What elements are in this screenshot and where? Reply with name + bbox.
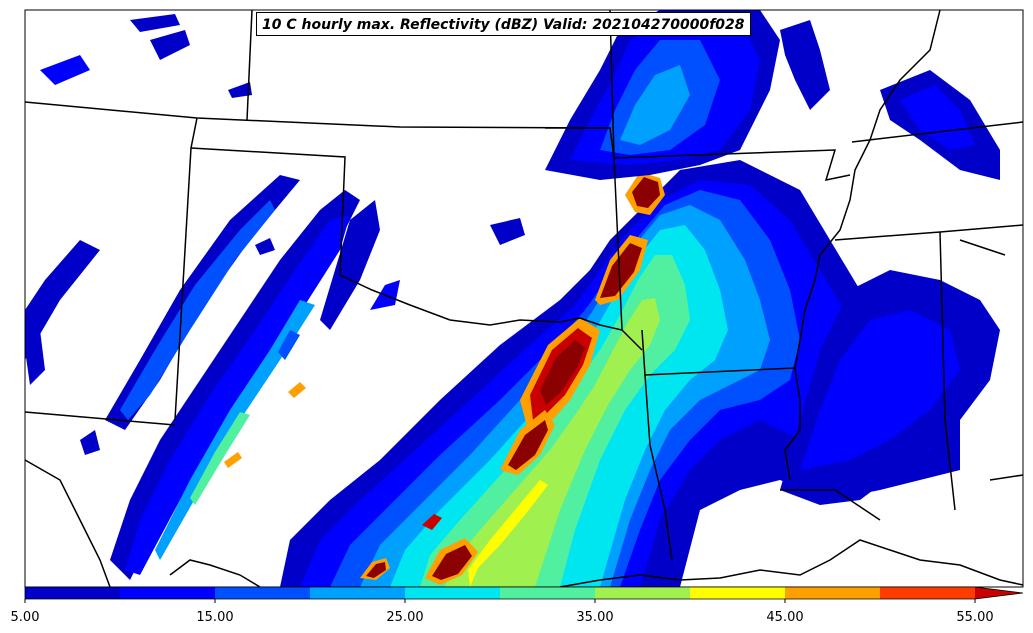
border-line <box>339 274 643 351</box>
ref-area <box>224 452 242 468</box>
intense-cells <box>360 172 665 585</box>
ref-area <box>80 430 100 455</box>
colorbar-tick-label: 25.00 <box>386 610 424 625</box>
ref-area <box>632 177 660 208</box>
border-line <box>939 231 956 511</box>
ref-area <box>288 382 306 398</box>
ref-area <box>255 238 275 255</box>
border-line <box>246 9 253 121</box>
ref-area <box>125 215 350 575</box>
border-line <box>24 411 176 426</box>
colorbar-segment <box>690 587 786 599</box>
colorbar-tick-label: 45.00 <box>766 610 804 625</box>
scattered-cells <box>25 14 525 455</box>
reflectivity-field <box>25 10 1000 587</box>
border-line <box>851 121 1024 143</box>
map-title: 10 C hourly max. Reflectivity (dBZ) Vali… <box>256 12 751 36</box>
border-line <box>190 147 346 276</box>
ref-area <box>278 330 300 360</box>
ref-area <box>150 30 190 60</box>
north-band <box>545 10 1000 180</box>
colorbar-outline <box>24 586 1024 600</box>
ref-area <box>432 545 472 580</box>
river-line <box>794 9 941 369</box>
ref-area <box>800 310 960 470</box>
colorbar-tick-label: 15.00 <box>196 610 234 625</box>
border-line <box>644 374 673 561</box>
ref-area <box>620 65 690 145</box>
colorbar-tick-label: 35.00 <box>576 610 614 625</box>
ref-area <box>600 243 642 298</box>
ref-area <box>190 412 250 505</box>
colorbar <box>24 586 1024 603</box>
colorbar-segment <box>405 587 501 599</box>
colorbar-segment <box>25 587 121 599</box>
ref-area <box>25 240 100 360</box>
colorbar-tick-label: 55.00 <box>956 610 994 625</box>
east-field <box>780 270 1000 505</box>
colorbar-extend-arrow <box>975 587 1023 599</box>
ref-area <box>540 340 585 405</box>
border-line <box>169 559 261 588</box>
border-line <box>780 489 881 521</box>
coast-line <box>559 539 1024 588</box>
ref-area <box>780 20 830 110</box>
west-streaks <box>25 175 380 580</box>
colorbar-segment <box>595 587 691 599</box>
colorbar-tick-label: 5.00 <box>10 610 40 625</box>
colorbar-segment <box>500 587 596 599</box>
ref-area <box>130 14 180 32</box>
ref-area <box>490 218 525 245</box>
border-line <box>613 149 851 181</box>
ref-area <box>120 200 275 420</box>
ref-area <box>468 480 548 587</box>
border-line <box>989 474 1024 481</box>
ref-area <box>320 200 380 330</box>
ref-area <box>900 85 975 150</box>
ref-area <box>508 420 548 470</box>
colorbar-segment <box>785 587 881 599</box>
colorbar-segment <box>310 587 406 599</box>
border-line <box>545 127 615 159</box>
colorbar-segment <box>880 587 976 599</box>
ref-area <box>40 55 90 85</box>
river-line <box>784 367 801 481</box>
colorbar-segment <box>215 587 311 599</box>
colorbar-segment <box>120 587 216 599</box>
border-line <box>959 239 1006 256</box>
ref-area <box>422 514 442 530</box>
border-line <box>24 459 111 588</box>
ref-area <box>25 330 45 385</box>
state-borders <box>24 9 1024 588</box>
ref-area <box>445 298 660 587</box>
ref-area <box>366 562 386 578</box>
border-line <box>24 101 611 129</box>
ref-area <box>228 82 252 98</box>
